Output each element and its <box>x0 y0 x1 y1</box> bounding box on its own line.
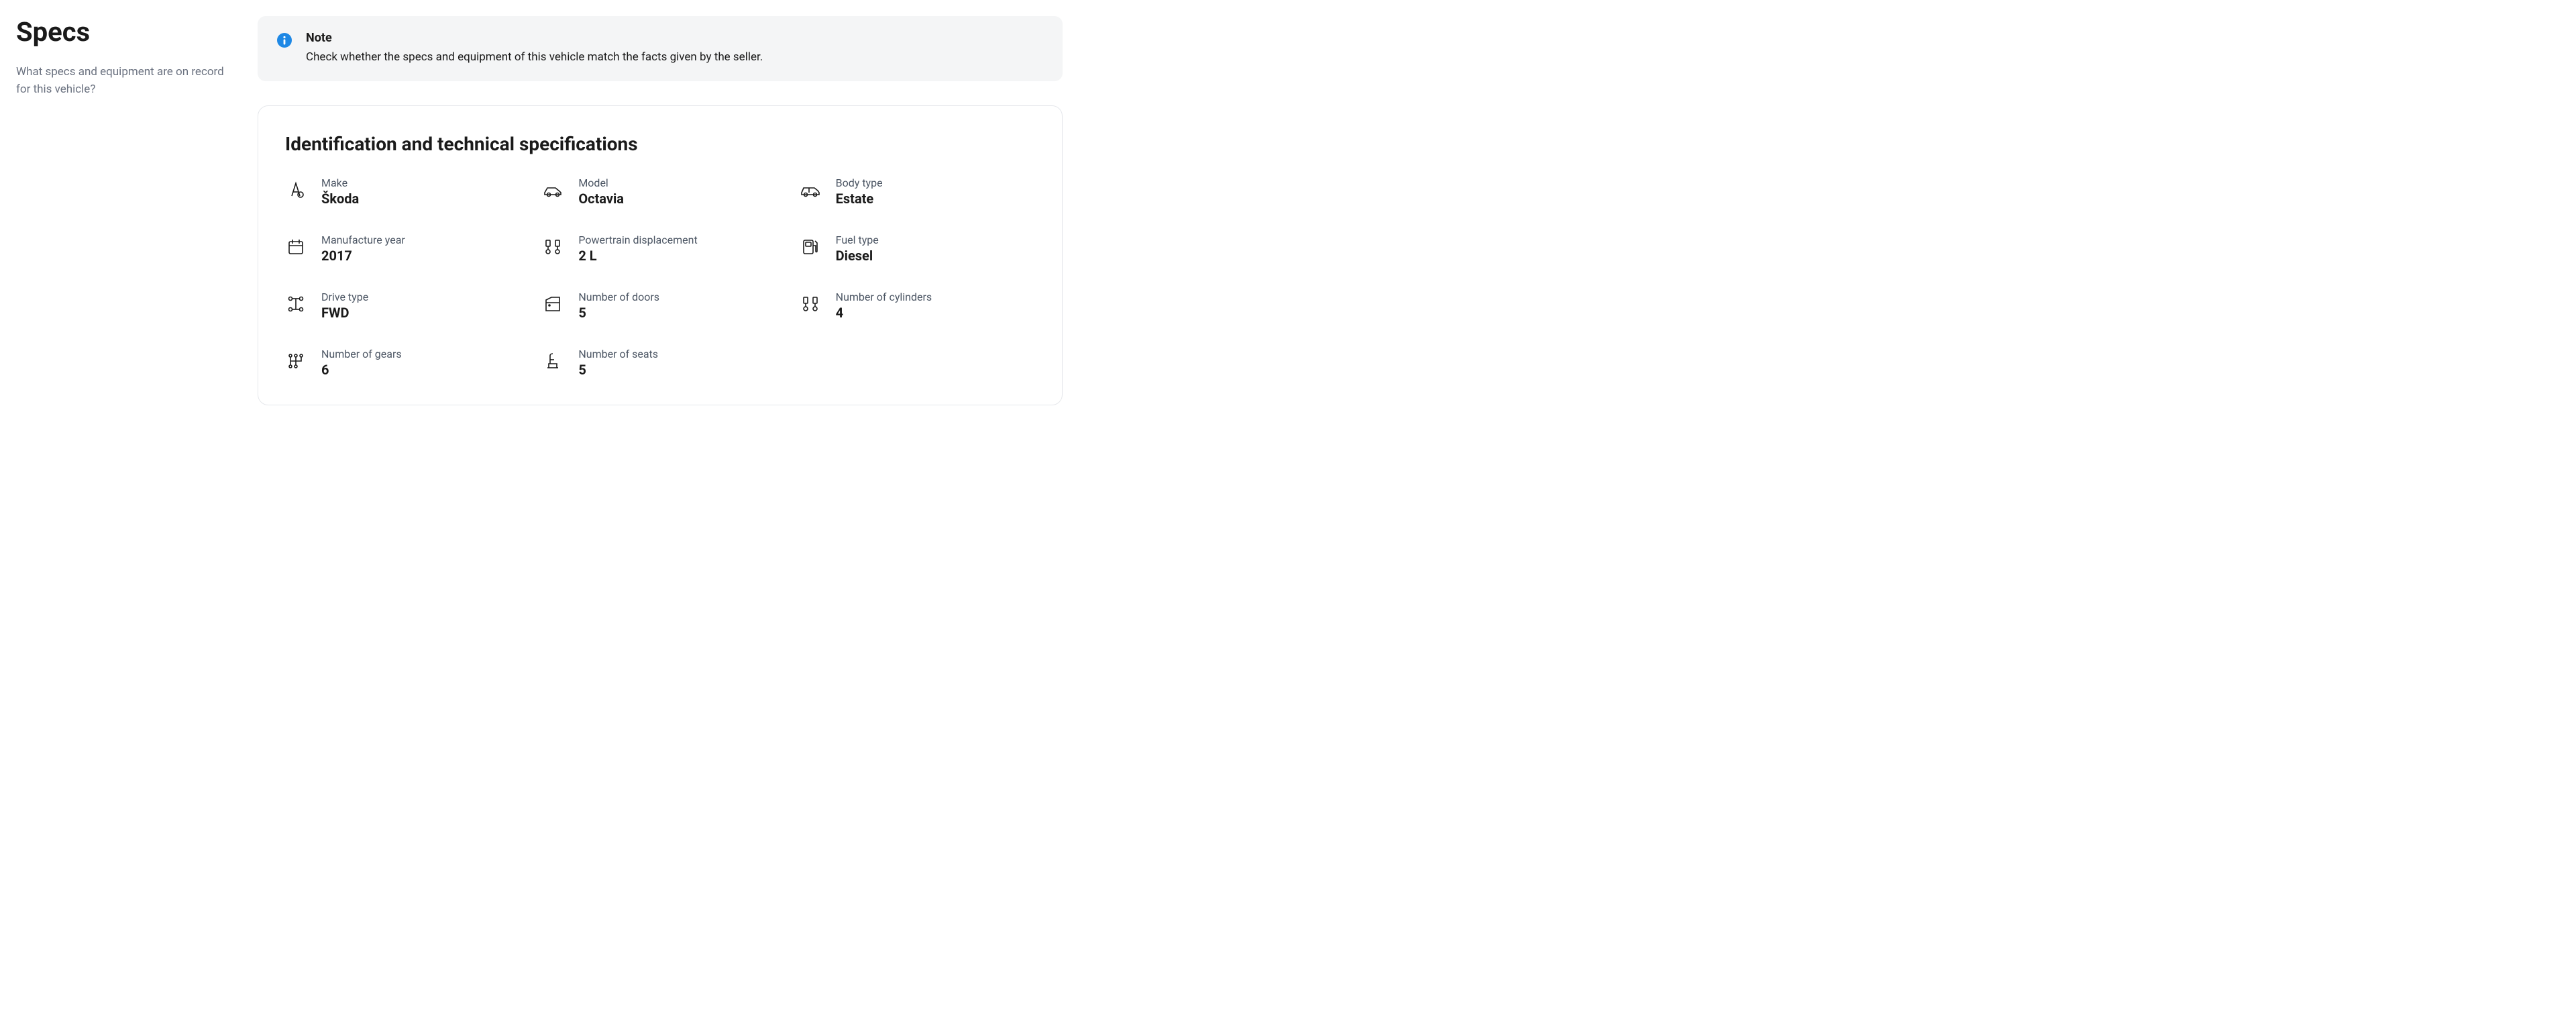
info-icon <box>276 32 292 48</box>
note-content: Note Check whether the specs and equipme… <box>306 31 763 66</box>
page-subtitle: What specs and equipment are on record f… <box>16 64 231 98</box>
note-title: Note <box>306 31 763 45</box>
spec-item: Make Škoda <box>285 176 521 207</box>
spec-text: Body type Estate <box>836 176 883 207</box>
body-icon <box>800 179 821 201</box>
note-text: Check whether the specs and equipment of… <box>306 49 763 66</box>
spec-label: Number of gears <box>321 348 402 360</box>
cylinders-icon <box>800 293 821 315</box>
spec-text: Number of doors 5 <box>578 291 659 321</box>
spec-item: Model Octavia <box>542 176 777 207</box>
spec-label: Fuel type <box>836 234 879 246</box>
calendar-icon <box>285 236 307 258</box>
fuel-icon <box>800 236 821 258</box>
spec-value: 2 L <box>578 248 697 264</box>
spec-label: Model <box>578 176 624 189</box>
spec-item: Fuel type Diesel <box>800 234 1035 264</box>
spec-value: Diesel <box>836 248 879 264</box>
doors-icon <box>542 293 564 315</box>
specs-page: Specs What specs and equipment are on re… <box>16 16 1063 405</box>
spec-value: 4 <box>836 305 932 321</box>
spec-item: Number of cylinders 4 <box>800 291 1035 321</box>
page-title: Specs <box>16 16 231 48</box>
spec-label: Number of seats <box>578 348 658 360</box>
spec-text: Drive type FWD <box>321 291 368 321</box>
spec-item: Number of doors 5 <box>542 291 777 321</box>
spec-value: Škoda <box>321 191 359 207</box>
gears-icon <box>285 350 307 372</box>
spec-text: Number of gears 6 <box>321 348 402 378</box>
card-title: Identification and technical specificati… <box>285 133 1035 155</box>
displacement-icon <box>542 236 564 258</box>
spec-item: Number of gears 6 <box>285 348 521 378</box>
spec-item: Body type Estate <box>800 176 1035 207</box>
specs-card: Identification and technical specificati… <box>258 105 1063 405</box>
spec-item: Number of seats 5 <box>542 348 777 378</box>
spec-value: Estate <box>836 191 883 207</box>
model-icon <box>542 179 564 201</box>
spec-label: Make <box>321 176 359 189</box>
spec-value: 2017 <box>321 248 405 264</box>
spec-value: 6 <box>321 362 402 378</box>
drive-icon <box>285 293 307 315</box>
spec-label: Powertrain displacement <box>578 234 697 246</box>
spec-text: Manufacture year 2017 <box>321 234 405 264</box>
spec-grid: Make Škoda Model Octavia Body type Estate Manu… <box>285 176 1035 378</box>
spec-item: Powertrain displacement 2 L <box>542 234 777 264</box>
spec-text: Make Škoda <box>321 176 359 207</box>
spec-text: Number of cylinders 4 <box>836 291 932 321</box>
spec-item: Drive type FWD <box>285 291 521 321</box>
note-box: Note Check whether the specs and equipme… <box>258 16 1063 81</box>
spec-text: Model Octavia <box>578 176 624 207</box>
spec-label: Number of cylinders <box>836 291 932 303</box>
spec-label: Body type <box>836 176 883 189</box>
spec-value: 5 <box>578 305 659 321</box>
spec-value: Octavia <box>578 191 624 207</box>
spec-label: Manufacture year <box>321 234 405 246</box>
make-icon <box>285 179 307 201</box>
main-content: Note Check whether the specs and equipme… <box>258 16 1063 405</box>
spec-label: Number of doors <box>578 291 659 303</box>
spec-text: Powertrain displacement 2 L <box>578 234 697 264</box>
spec-value: FWD <box>321 305 368 321</box>
spec-text: Fuel type Diesel <box>836 234 879 264</box>
spec-value: 5 <box>578 362 658 378</box>
sidebar: Specs What specs and equipment are on re… <box>16 16 231 405</box>
spec-item: Manufacture year 2017 <box>285 234 521 264</box>
spec-label: Drive type <box>321 291 368 303</box>
seats-icon <box>542 350 564 372</box>
spec-text: Number of seats 5 <box>578 348 658 378</box>
